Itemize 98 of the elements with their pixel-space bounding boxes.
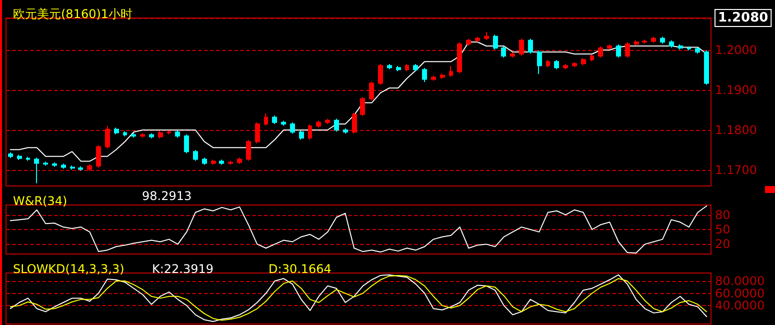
candlestick — [607, 44, 612, 50]
candlestick — [123, 130, 127, 137]
candlestick — [78, 166, 83, 172]
candlestick — [352, 112, 357, 134]
candlestick — [140, 132, 145, 138]
y-tick-label: 50 — [715, 222, 730, 236]
candlestick — [396, 66, 401, 72]
candlestick — [546, 60, 550, 68]
candlestick — [405, 64, 409, 72]
candlestick — [704, 50, 709, 86]
candlestick — [281, 120, 286, 126]
candlestick — [625, 42, 630, 58]
candlestick — [510, 52, 515, 58]
candlestick — [387, 64, 392, 70]
y-tick-label: 1.1800 — [715, 123, 757, 137]
candlestick — [537, 50, 542, 74]
candlestick — [87, 164, 92, 172]
candlestick — [167, 130, 171, 135]
candlestick — [616, 44, 621, 58]
candlestick — [378, 64, 383, 86]
candlestick — [131, 132, 136, 138]
series-label: K:22.3919 — [152, 262, 214, 276]
candlestick — [695, 46, 700, 54]
candlestick — [431, 75, 436, 82]
candlestick — [193, 150, 198, 162]
candlestick — [114, 127, 119, 135]
candlestick — [52, 162, 57, 168]
candlestick — [211, 159, 216, 166]
candlestick — [475, 36, 480, 42]
candlestick — [449, 66, 453, 78]
y-tick-label: 60.0000 — [715, 286, 765, 300]
candlestick — [343, 128, 348, 134]
candlestick — [26, 156, 30, 162]
candlestick — [8, 152, 13, 158]
candlestick — [660, 36, 665, 44]
candlestick — [149, 132, 154, 139]
y-tick-label: 40.0000 — [715, 298, 765, 313]
candlestick — [440, 73, 445, 80]
candlestick — [581, 58, 586, 66]
candlestick — [528, 38, 533, 54]
y-tick-label: 1.2000 — [715, 43, 757, 57]
candlestick — [598, 46, 603, 58]
candlestick — [158, 130, 163, 139]
candlestick — [360, 96, 365, 116]
y-tick-label: 80 — [715, 208, 730, 222]
series-label: D:30.1664 — [268, 262, 332, 276]
candlestick — [466, 38, 471, 46]
candlestick — [184, 134, 189, 154]
candlestick — [484, 32, 489, 40]
candlestick — [669, 40, 674, 48]
candlestick — [369, 81, 374, 101]
candlestick — [519, 38, 524, 56]
candlestick — [334, 118, 339, 132]
candlestick — [501, 46, 506, 58]
candlestick — [272, 115, 277, 124]
candlestick — [687, 46, 691, 51]
candlestick — [237, 157, 242, 164]
line-series — [10, 205, 708, 254]
candlestick — [590, 54, 594, 62]
candlestick — [175, 130, 180, 138]
candlestick — [651, 36, 656, 44]
candlestick — [228, 160, 233, 166]
chart-title: W&R(34) — [13, 194, 68, 208]
candlestick — [325, 118, 330, 124]
chart-title: SLOWKD(14,3,3,3) — [13, 262, 124, 276]
candlestick — [634, 40, 639, 46]
candlestick — [642, 39, 647, 44]
candlestick — [316, 120, 321, 128]
y-tick-label: 80.0000 — [715, 274, 765, 288]
candlestick — [202, 157, 207, 166]
y-tick-label: 1.1900 — [715, 83, 757, 97]
text: 98.2913 — [142, 189, 192, 203]
candlestick — [299, 130, 304, 140]
candlestick — [413, 64, 418, 72]
candlestick — [61, 163, 66, 170]
y-tick-label: 1.2080 — [718, 10, 768, 26]
candlestick — [34, 157, 39, 184]
candlestick — [493, 34, 498, 50]
candlestick — [70, 165, 75, 170]
candlestick — [554, 60, 559, 70]
candlestick — [572, 62, 577, 68]
candlestick — [422, 68, 427, 82]
candlestick — [264, 112, 268, 126]
y-tick-label: 1.1700 — [715, 163, 757, 177]
candlestick — [43, 161, 48, 166]
candlestick — [290, 122, 295, 134]
chart-title: 欧元美元(8160)1小时 — [13, 7, 133, 21]
candlestick — [255, 122, 260, 144]
candlestick — [457, 42, 462, 74]
candlestick — [17, 154, 22, 160]
candlestick — [563, 64, 568, 70]
candlestick — [308, 124, 312, 140]
candlestick — [105, 126, 110, 149]
candlestick — [219, 159, 224, 166]
candlestick — [678, 44, 683, 50]
candlestick — [96, 144, 101, 168]
y-tick-label: 20 — [715, 237, 730, 252]
candlestick — [246, 140, 251, 162]
